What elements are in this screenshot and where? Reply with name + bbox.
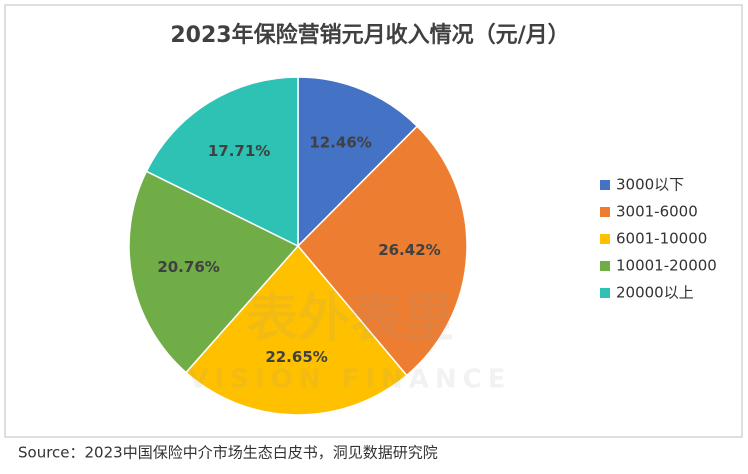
- pie: [128, 76, 468, 416]
- watermark: 表外表里: [246, 289, 454, 349]
- legend-swatch: [600, 180, 610, 190]
- pie-slice: [296, 125, 468, 377]
- legend-label: 3001-6000: [616, 203, 698, 221]
- pie-slice: [297, 76, 419, 248]
- legend-label: 6001-10000: [616, 230, 707, 248]
- data-label: 26.42%: [378, 241, 440, 259]
- data-label: 22.65%: [265, 348, 327, 366]
- legend-swatch: [600, 207, 610, 217]
- legend-label: 10001-20000: [616, 257, 717, 275]
- source: Source：2023中国保险中介市场生态白皮书，洞见数据研究院: [18, 444, 438, 462]
- pie-slice: [184, 244, 408, 416]
- chart-title: 2023年保险营销元月收入情况（元/月）: [170, 22, 569, 48]
- pie-slice: [128, 170, 300, 374]
- legend: 3000以下 3001-6000 6001-10000 10001-20000 2000…: [600, 176, 717, 302]
- data-label: 12.46%: [309, 133, 371, 151]
- legend-swatch: [600, 234, 610, 244]
- data-label: 20.76%: [157, 258, 219, 276]
- data-labels: 12.46% 26.42% 22.65% 20.76% 17.71%: [157, 133, 440, 366]
- legend-label: 20000以上: [616, 284, 694, 302]
- watermark-subtitle: VISION FINANCE: [188, 365, 511, 395]
- data-label: 17.71%: [208, 142, 270, 160]
- legend-swatch: [600, 261, 610, 271]
- legend-label: 3000以下: [616, 176, 684, 194]
- pie-slice: [145, 76, 299, 248]
- legend-swatch: [600, 288, 610, 298]
